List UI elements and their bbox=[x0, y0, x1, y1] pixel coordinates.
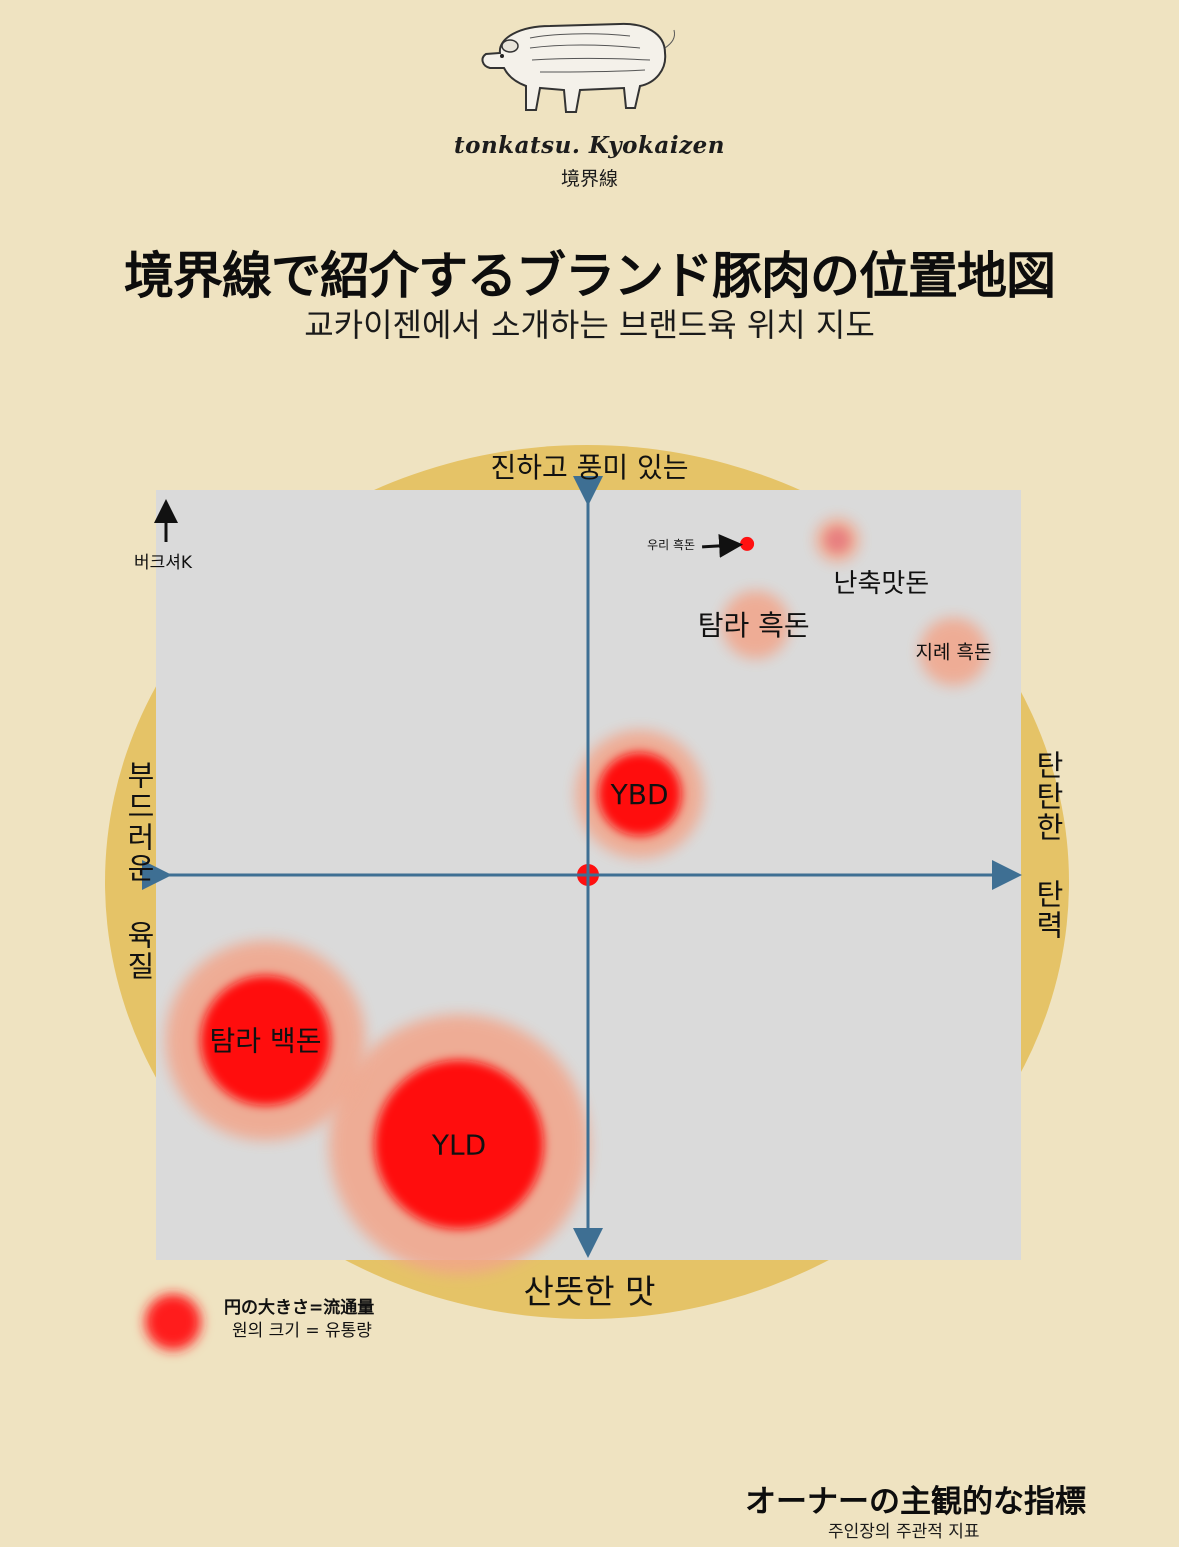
bubble-난축맛돈 bbox=[815, 518, 860, 563]
annotation-arrow bbox=[702, 533, 744, 558]
core-탐라-백돈 bbox=[200, 975, 331, 1106]
point-label-지례-흑돈: 지례 흑돈 bbox=[916, 642, 992, 664]
point-label-탐라-흑돈: 탐라 흑돈 bbox=[698, 609, 810, 642]
page-title: 境界線で紹介するブランド豚肉の位置地図 bbox=[124, 247, 1056, 305]
axis-label-left: 부드러운 육질 bbox=[122, 760, 156, 982]
point-label-YBD: YBD bbox=[610, 778, 669, 811]
legend-bubble bbox=[145, 1294, 201, 1350]
core-YLD bbox=[374, 1060, 544, 1229]
point-label-탐라-백돈: 탐라 백돈 bbox=[210, 1025, 322, 1058]
point-label-YLD: YLD bbox=[431, 1129, 486, 1162]
bubble-우리-흑돈 bbox=[740, 536, 755, 551]
brand-kanji: 境界線 bbox=[560, 168, 618, 190]
brand-name: tonkatsu. Kyokaizen bbox=[454, 132, 725, 159]
axes-layer bbox=[142, 476, 1022, 1258]
page-subtitle: 교카이젠에서 소개하는 브랜드육 위치 지도 bbox=[304, 306, 875, 344]
bubble-지례-흑돈 bbox=[919, 617, 988, 686]
bubbles-layer bbox=[165, 518, 988, 1275]
point-label-난축맛돈: 난축맛돈 bbox=[834, 569, 930, 599]
axis-label-bottom: 산뜻한 맛 bbox=[523, 1272, 656, 1311]
footer-subtitle: 주인장의 주관적 지표 bbox=[828, 1522, 980, 1542]
core-난축맛돈 bbox=[825, 527, 850, 553]
core-YBD bbox=[598, 752, 682, 836]
halo-지례-흑돈 bbox=[919, 617, 988, 686]
point-label-우리-흑돈: 우리 흑돈 bbox=[647, 538, 695, 552]
point-우리-흑돈 bbox=[740, 536, 755, 551]
bubble-탐라-흑돈 bbox=[721, 590, 790, 659]
bubble-YLD bbox=[329, 1014, 589, 1275]
bubble-탐라-백돈 bbox=[165, 940, 366, 1141]
axis-label-top: 진하고 풍미 있는 bbox=[490, 451, 689, 484]
sub-axis-label: 버크셔K bbox=[134, 553, 193, 573]
footer-title: オーナーの主観的な指標 bbox=[745, 1484, 1086, 1520]
legend-title: 円の大きさ=流通量 bbox=[224, 1298, 375, 1318]
bubble-YBD bbox=[575, 730, 704, 859]
axis-label-right: 탄탄한 탄력 bbox=[1031, 750, 1065, 941]
halo-탐라-흑돈 bbox=[721, 590, 790, 659]
pig-illustration-icon bbox=[481, 22, 675, 113]
legend-subtitle: 원의 크기 = 유통량 bbox=[232, 1321, 372, 1341]
